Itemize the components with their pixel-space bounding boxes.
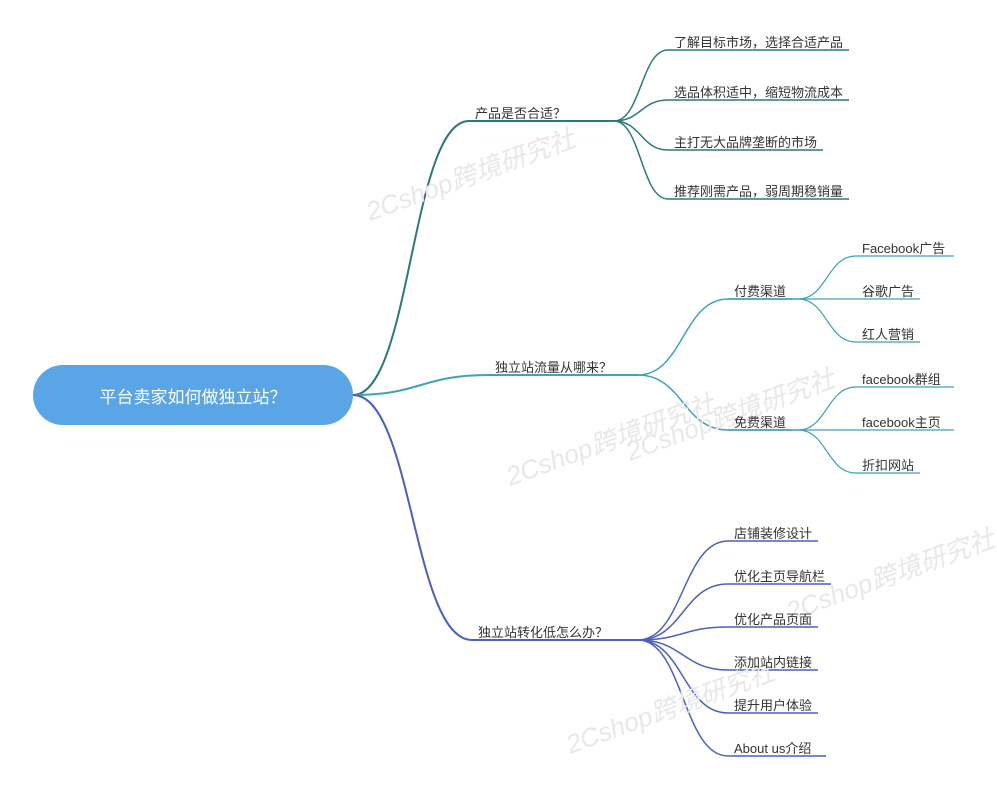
child-label: 了解目标市场，选择合适产品 [674,32,843,51]
child-label: 优化产品页面 [734,609,812,628]
child-label: 提升用户体验 [734,695,812,714]
child-label: 付费渠道 [734,281,786,300]
root-label: 平台卖家如何做独立站？ [100,383,287,408]
watermark: 2Cshop跨境研究社 [620,359,839,469]
grandchild-label: 折扣网站 [862,455,914,474]
child-label: 免费渠道 [734,412,786,431]
branch-label: 独立站转化低怎么办？ [478,622,608,641]
child-label: 添加站内链接 [734,652,812,671]
child-label: 主打无大品牌垄断的市场 [674,132,817,151]
root-node: 平台卖家如何做独立站？ [33,365,353,425]
grandchild-label: 谷歌广告 [862,281,914,300]
grandchild-label: facebook群组 [862,369,941,388]
watermark: 2Cshop跨境研究社 [360,119,579,229]
branch-label: 独立站流量从哪来？ [495,357,612,376]
child-label: 优化主页导航栏 [734,566,825,585]
branch-label: 产品是否合适？ [475,103,566,122]
grandchild-label: Facebook广告 [862,238,945,257]
grandchild-label: 红人营销 [862,324,914,343]
watermark: 2Cshop跨境研究社 [500,384,719,494]
child-label: 店铺装修设计 [734,523,812,542]
child-label: 推荐刚需产品，弱周期稳销量 [674,181,843,200]
child-label: 选品体积适中，缩短物流成本 [674,82,843,101]
grandchild-label: facebook主页 [862,412,941,431]
child-label: About us介绍 [734,738,811,757]
